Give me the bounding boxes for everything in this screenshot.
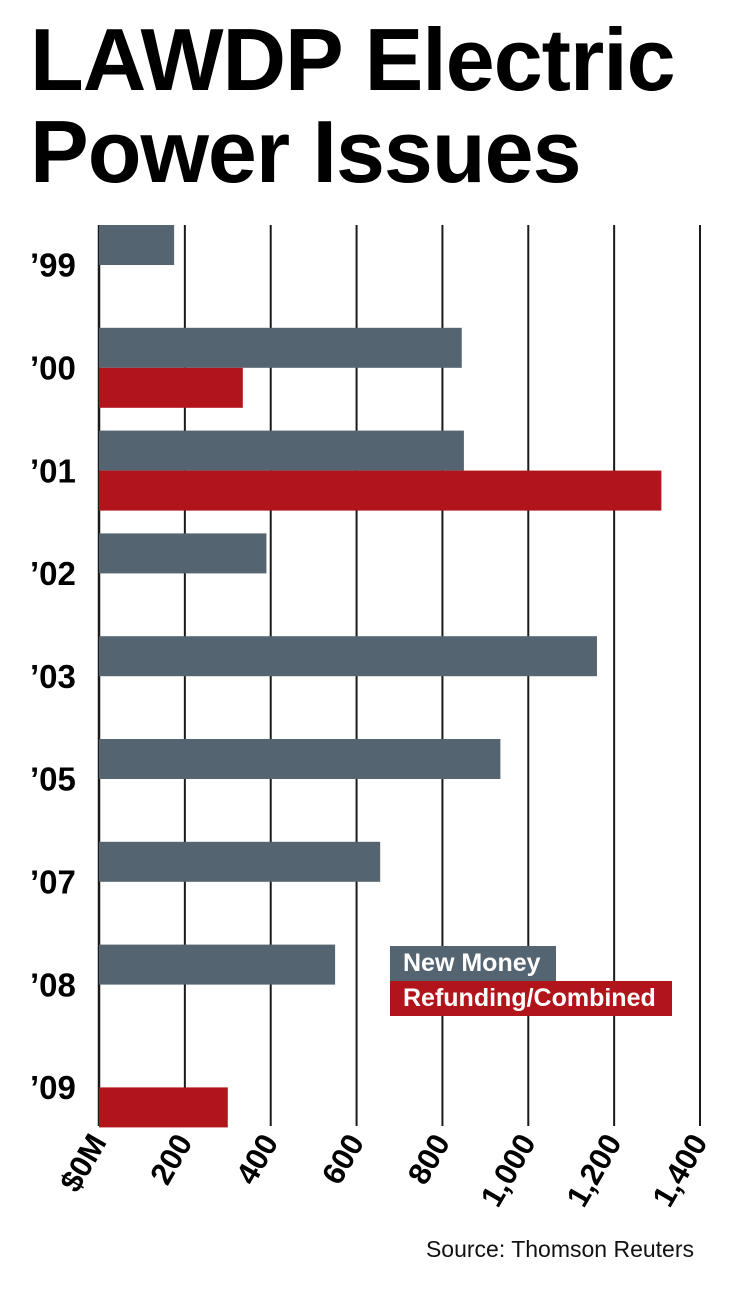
x-tick-label: 1,400 — [645, 1128, 714, 1213]
x-tick-label: 400 — [229, 1128, 285, 1190]
x-tick-label: $0M — [53, 1128, 113, 1198]
x-tick-label: 800 — [401, 1128, 457, 1190]
bar — [99, 841, 381, 882]
category-label: ’01 — [30, 452, 76, 489]
category-label: ’05 — [30, 761, 76, 798]
bars — [99, 225, 662, 1128]
legend-swatch — [390, 946, 556, 981]
x-tick-label: 600 — [315, 1128, 371, 1190]
legend-label: New Money — [403, 949, 541, 977]
category-label: ’08 — [30, 966, 76, 1003]
bar — [99, 470, 662, 511]
category-label: ’07 — [30, 864, 76, 901]
bar — [99, 327, 462, 368]
chart-title: LAWDP Electric Power Issues — [30, 14, 676, 201]
legend: New Money Refunding/Combined — [390, 946, 672, 1016]
source-note: Source: Thomson Reuters — [425, 1236, 694, 1262]
bar — [99, 739, 501, 779]
bar — [99, 225, 175, 265]
x-tick-label: 200 — [143, 1128, 199, 1190]
bar-chart: ’99 ’00 ’01 ’02 ’03 ’05 ’07 ’08 ’09 $0M 200 400 600… — [30, 225, 714, 1213]
x-tick-labels: $0M 200 400 600 800 1,000 1,200 1,400 — [53, 1128, 714, 1213]
bar — [99, 944, 336, 985]
x-tick-label: 1,200 — [559, 1128, 628, 1213]
bar — [99, 1087, 228, 1128]
legend-swatch — [390, 981, 672, 1016]
category-label: ’03 — [30, 658, 76, 695]
chart-title-line-1: LAWDP Electric — [30, 10, 676, 109]
bar — [99, 636, 597, 677]
category-label: ’09 — [30, 1069, 76, 1106]
bar — [99, 533, 267, 574]
category-label: ’00 — [30, 350, 76, 387]
category-labels: ’99 ’00 ’01 ’02 ’03 ’05 ’07 ’08 ’09 — [30, 247, 76, 1106]
x-tick-label: 1,000 — [474, 1128, 543, 1213]
chart-title-line-2: Power Issues — [30, 102, 582, 201]
category-label: ’99 — [30, 247, 76, 284]
category-label: ’02 — [30, 555, 76, 592]
bar — [99, 367, 243, 408]
legend-label: Refunding/Combined — [403, 984, 656, 1012]
bar — [99, 430, 464, 471]
